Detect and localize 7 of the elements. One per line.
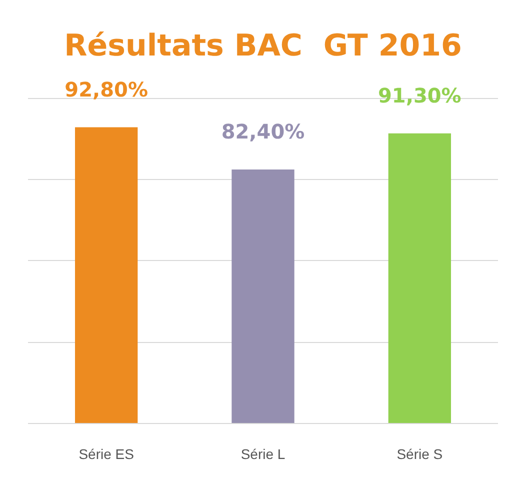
x-tick-label: Série ES (78, 446, 134, 462)
data-label: 92,80% (64, 77, 148, 102)
x-tick-label: Série S (396, 446, 443, 462)
data-label: 82,40% (221, 120, 305, 144)
x-tick-label: Série L (240, 446, 286, 462)
chart-title: Résultats BAC GT 2016 (64, 28, 462, 64)
data-label: 91,30% (378, 83, 462, 108)
